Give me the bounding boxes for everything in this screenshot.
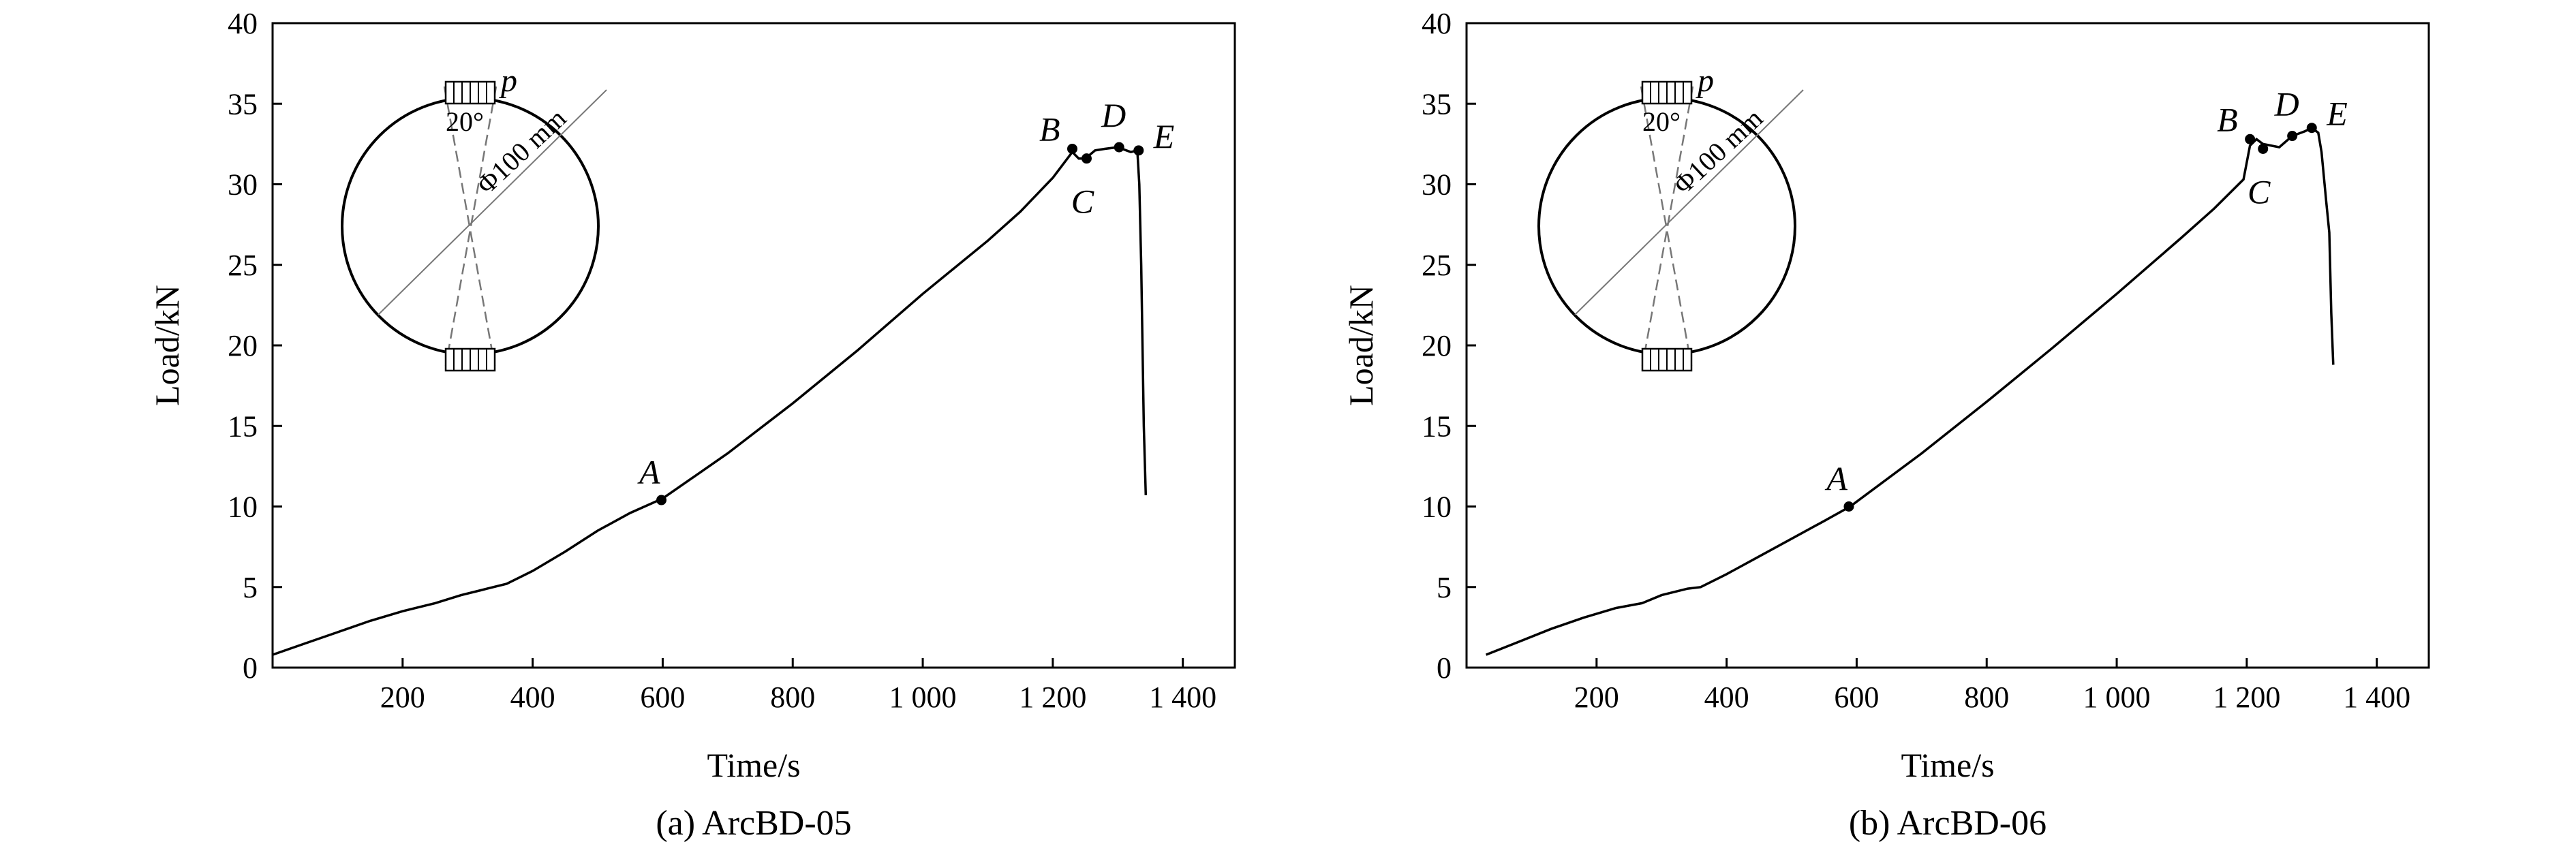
- figure-caption: (b) ArcBD-06: [1849, 804, 2046, 843]
- specimen-diagram-inset: p 20° Φ100 mm: [1537, 63, 1804, 372]
- plot-frame: [271, 22, 1236, 669]
- point-marker-d: [2287, 131, 2298, 142]
- y-tick-label: 35: [228, 87, 258, 121]
- chart-panel-a: 200 400 600 800 1 000 1 200 1 400 0 5 10 15 20 25 30…: [148, 7, 1236, 843]
- bottom-loading-pad: [444, 347, 496, 372]
- y-tick-label: 35: [1422, 87, 1452, 121]
- load-line: [444, 86, 497, 367]
- diameter-label: Φ100 mm: [1667, 103, 1768, 200]
- x-tick-label: 800: [1964, 681, 2009, 714]
- x-tick-label: 200: [380, 681, 425, 714]
- y-tick-label: 30: [1422, 168, 1452, 202]
- point-label-e: E: [2326, 95, 2348, 133]
- diameter-label: Φ100 mm: [470, 103, 572, 200]
- y-tick-label: 10: [228, 490, 258, 524]
- point-marker-a: [1843, 501, 1854, 512]
- y-axis-label: Load/kN: [148, 285, 186, 406]
- point-label-b: B: [2217, 100, 2238, 138]
- y-tick-label: 0: [243, 651, 258, 685]
- diameter-line: [378, 89, 607, 315]
- specimen-diagram-inset: p 20° Φ100 mm: [341, 63, 607, 372]
- x-tick-label: 800: [770, 681, 815, 714]
- point-marker-c: [1081, 153, 1092, 164]
- point-marker-a: [656, 495, 667, 505]
- x-tick-label: 1 200: [1019, 681, 1086, 714]
- bottom-loading-pad: [1641, 347, 1693, 372]
- x-axis-label: Time/s: [1901, 746, 1994, 784]
- x-tick-label: 400: [510, 681, 555, 714]
- x-tick-label: 1 000: [889, 681, 957, 714]
- point-label-c: C: [2248, 172, 2271, 211]
- x-tick-label: 1 400: [2343, 681, 2410, 714]
- point-label-a: A: [637, 453, 660, 491]
- x-axis-ticks: 200 400 600 800 1 000 1 200 1 400: [380, 658, 1216, 714]
- x-tick-label: 1 000: [2083, 681, 2151, 714]
- x-axis-ticks: 200 400 600 800 1 000 1 200 1 400: [1574, 658, 2410, 714]
- point-label-c: C: [1071, 183, 1094, 221]
- figure-caption: (a) ArcBD-05: [656, 804, 851, 843]
- point-marker-c: [2258, 143, 2269, 154]
- y-tick-label: 5: [243, 571, 258, 604]
- y-tick-label: 30: [228, 168, 258, 202]
- point-marker-b: [1067, 143, 1077, 154]
- x-axis-label: Time/s: [707, 746, 800, 784]
- y-tick-label: 40: [1422, 7, 1452, 40]
- point-marker-e: [1133, 145, 1144, 156]
- angle-label: 20°: [1642, 106, 1681, 137]
- load-label: p: [1696, 63, 1714, 99]
- y-tick-label: 20: [1422, 329, 1452, 362]
- point-label-b: B: [1039, 110, 1060, 148]
- y-tick-label: 25: [1422, 249, 1452, 282]
- y-tick-label: 15: [228, 409, 258, 443]
- load-line: [1641, 86, 1694, 367]
- point-label-a: A: [1824, 460, 1847, 498]
- y-axis-ticks: 0 5 10 15 20 25 30 35 40: [1422, 7, 1476, 685]
- x-tick-label: 600: [640, 681, 685, 714]
- y-tick-label: 20: [228, 329, 258, 362]
- top-loading-pad: [444, 80, 496, 105]
- point-label-e: E: [1153, 117, 1175, 155]
- chart-panel-b: 200 400 600 800 1 000 1 200 1 400 0 5 10 15 20 25 30…: [1342, 7, 2430, 843]
- y-tick-label: 15: [1422, 409, 1452, 443]
- x-tick-label: 1 400: [1149, 681, 1216, 714]
- y-tick-label: 25: [228, 249, 258, 282]
- y-axis-ticks: 0 5 10 15 20 25 30 35 40: [228, 7, 282, 685]
- x-tick-label: 1 200: [2213, 681, 2280, 714]
- y-tick-label: 40: [228, 7, 258, 40]
- point-marker-e: [2306, 123, 2317, 134]
- point-label-d: D: [2274, 85, 2299, 123]
- x-tick-label: 400: [1704, 681, 1749, 714]
- x-tick-label: 600: [1834, 681, 1879, 714]
- series-line-load: [272, 146, 1148, 656]
- load-line: [1640, 86, 1693, 367]
- point-marker-d: [1114, 142, 1124, 153]
- load-line: [443, 86, 496, 367]
- point-label-d: D: [1101, 96, 1126, 134]
- y-tick-label: 0: [1437, 651, 1452, 685]
- series-line-load: [1485, 126, 2335, 656]
- diameter-line: [1574, 89, 1804, 315]
- load-label: p: [499, 63, 517, 99]
- point-marker-b: [2245, 134, 2256, 144]
- y-axis-label: Load/kN: [1342, 285, 1380, 406]
- key-points: A BC DE: [637, 96, 1174, 505]
- y-tick-label: 10: [1422, 490, 1452, 524]
- angle-label: 20°: [446, 106, 484, 137]
- y-tick-label: 5: [1437, 571, 1452, 604]
- x-tick-label: 200: [1574, 681, 1619, 714]
- top-loading-pad: [1641, 80, 1693, 105]
